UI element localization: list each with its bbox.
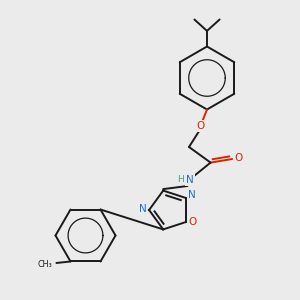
Text: O: O (188, 217, 197, 227)
Text: H: H (178, 176, 184, 184)
Text: N: N (188, 190, 196, 200)
Text: O: O (234, 153, 242, 163)
Text: N: N (139, 203, 146, 214)
Text: CH₃: CH₃ (38, 260, 52, 269)
Text: O: O (196, 121, 205, 131)
Text: N: N (186, 175, 194, 185)
